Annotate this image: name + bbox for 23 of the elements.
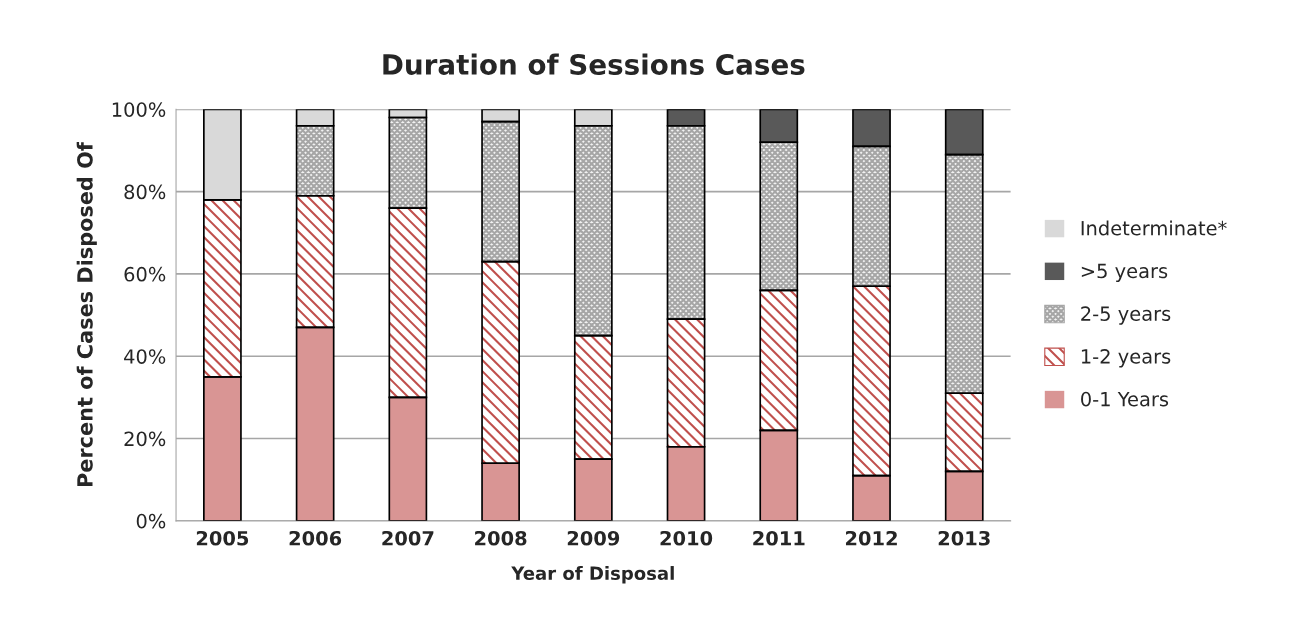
y-tick-label: 60% — [124, 266, 166, 282]
legend-label: 2-5 years — [1081, 306, 1171, 325]
x-tick-label: 2008 — [475, 530, 527, 546]
x-tick-label: 2010 — [660, 530, 713, 546]
y-tick-label: 100% — [112, 102, 166, 117]
x-tick-label: 2011 — [753, 530, 805, 546]
y-tick-label: 40% — [124, 349, 166, 364]
legend-label: 1-2 years — [1081, 349, 1171, 368]
x-tick-label: 2013 — [938, 530, 990, 546]
legend-label: 0-1 Years — [1081, 391, 1169, 407]
x-tick-label: 2007 — [382, 530, 434, 546]
chart-title: Duration of Sessions Cases — [383, 53, 805, 75]
legend-label: Indeterminate* — [1081, 220, 1227, 236]
x-tick-label: 2012 — [845, 530, 897, 546]
y-tick-label: 20% — [124, 431, 166, 447]
y-tick-label: 0% — [136, 513, 166, 529]
x-axis-title: Year of Disposal — [511, 566, 674, 584]
x-tick-label: 2006 — [289, 530, 342, 546]
x-tick-label: 2009 — [567, 530, 620, 546]
x-tick-label: 2005 — [196, 530, 249, 546]
y-tick-label: 80% — [124, 184, 166, 200]
legend-label: >5 years — [1081, 263, 1168, 283]
y-axis-title: Percent of Cases Disposed Of — [76, 141, 97, 487]
